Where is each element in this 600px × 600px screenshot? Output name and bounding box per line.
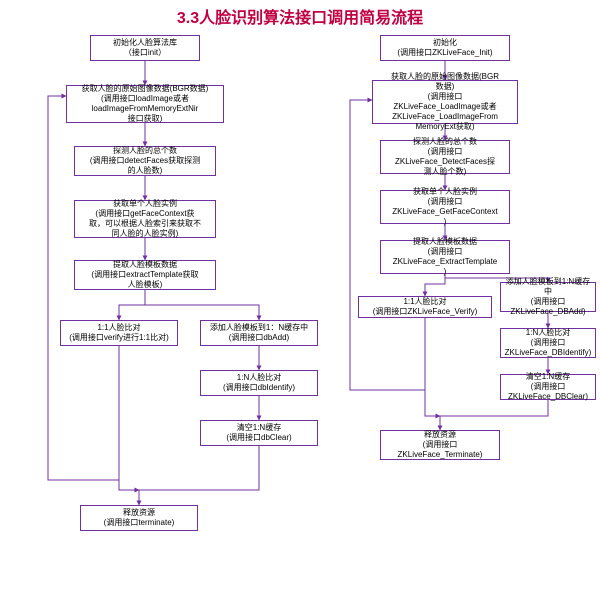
flow-node-R5: 提取人脸模板数据 (调用接口 ZKLiveFace_ExtractTemplat… <box>380 240 510 274</box>
flow-node-L8: 清空1:N缓存 (调用接口dbClear) <box>200 420 318 446</box>
flow-node-R9: 释放资源 (调用接口 ZKLiveFace_Terminate) <box>380 430 500 460</box>
flow-edge-20 <box>425 318 440 416</box>
flow-edge-9 <box>139 446 259 505</box>
flow-node-L3: 探测人脸的总个数 (调用接口detectFaces获取探测 的人脸数) <box>74 146 216 176</box>
flow-node-L7: 1:N人脸比对 (调用接口dbIdentify) <box>200 370 318 396</box>
flow-node-R2: 获取人脸的原始图像数据(BGR 数据) (调用接口 ZKLiveFace_Loa… <box>372 80 518 124</box>
flow-node-R7: 1:N人脸比对 (调用接口 ZKLiveFace_DBIdentify) <box>500 328 596 358</box>
flow-edge-5 <box>145 290 259 320</box>
flow-node-L4: 获取单个人脸实例 (调用接口getFaceContext获 取，可以根据人脸索引… <box>74 200 216 238</box>
flow-edge-15 <box>425 274 445 296</box>
flow-edge-19 <box>440 400 548 430</box>
flow-edge-10 <box>119 346 139 490</box>
flow-node-L6a: 1:1人脸比对 (调用接口verify进行1:1比对) <box>60 320 178 346</box>
flow-node-R3: 探测人脸的总个数 (调用接口 ZKLiveFace_DetectFaces探 测… <box>380 140 510 174</box>
flow-node-L2: 获取人脸的原始图像数据(BGR数据) (调用接口loadImage或者 load… <box>66 85 224 123</box>
flow-node-R8: 清空1:N缓存 (调用接口 ZKLiveFace_DBClear) <box>500 374 596 400</box>
flow-node-R4: 获取单个人脸实例 (调用接口 ZKLiveFace_GetFaceContext… <box>380 190 510 224</box>
flow-node-R6b: 添加人脸模板到1:N缓存中 (调用接口 ZKLiveFace_DBAdd) <box>500 282 596 312</box>
flow-node-L9: 释放资源 (调用接口terminate) <box>80 505 198 531</box>
flow-edge-4 <box>119 290 145 320</box>
flow-node-L1: 初始化人脸算法库 （接口init） <box>90 35 200 61</box>
flow-node-L5: 提取人脸模板数据 (调用接口extractTemplate获取 人脸模板) <box>74 260 216 290</box>
flow-node-L6b: 添加人脸模板到1：N缓存中 (调用接口dbAdd) <box>200 320 318 346</box>
flow-node-R6a: 1:1人脸比对 (调用接口ZKLiveFace_Verify) <box>358 296 492 318</box>
flow-node-R1: 初始化 (调用接口ZKLiveFace_Init) <box>380 35 510 61</box>
